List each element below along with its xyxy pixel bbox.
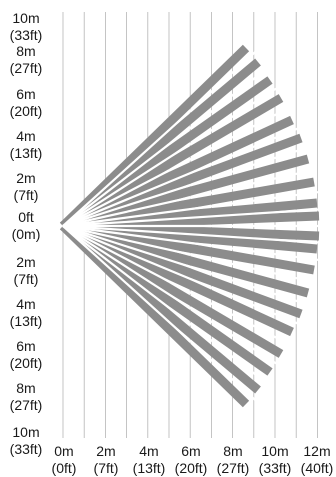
y-axis-label-secondary: (20ft): [9, 103, 43, 119]
beam-gap: [62, 224, 302, 326]
y-axis-label-secondary: (27ft): [9, 397, 43, 413]
beam-gap: [62, 224, 317, 284]
detection-beam: [59, 222, 250, 408]
y-axis-label: 0ft (0m): [6, 209, 46, 243]
x-axis-label-secondary: (20ft): [174, 460, 208, 476]
x-axis-label: 2m (7ft): [86, 443, 126, 477]
y-axis-label: 10m (33ft): [6, 10, 46, 44]
beam-gap: [62, 67, 269, 227]
x-axis-label-primary: 8m: [223, 443, 243, 459]
x-axis-label-primary: 10m: [261, 443, 289, 459]
y-axis-label: 10m (33ft): [6, 424, 46, 458]
y-axis-label-secondary: (27ft): [9, 60, 43, 76]
y-axis-label-primary: 8m: [16, 43, 36, 59]
y-axis-label-primary: 2m: [16, 254, 36, 270]
y-axis-label-primary: 8m: [16, 380, 36, 396]
y-axis-label-primary: 0ft: [18, 209, 34, 225]
y-axis-label-secondary: (7ft): [13, 187, 39, 203]
beam-gap: [62, 224, 310, 307]
x-axis-label-primary: 4m: [139, 443, 159, 459]
beam-gap: [62, 224, 324, 244]
beam-gap: [62, 50, 257, 227]
y-axis-label-secondary: (33ft): [9, 27, 43, 43]
x-axis-label: 0m (0ft): [44, 443, 84, 477]
y-axis-label-primary: 10m: [12, 424, 40, 440]
y-axis-label-primary: 6m: [16, 86, 36, 102]
beam-gap: [62, 190, 321, 228]
beam-gap: [62, 126, 302, 228]
y-axis-label: 8m (27ft): [6, 43, 46, 77]
x-axis-label-secondary: (7ft): [93, 460, 119, 476]
y-axis-label-primary: 4m: [16, 296, 36, 312]
y-axis-label-primary: 10m: [12, 10, 40, 26]
beam-gap: [62, 224, 321, 262]
y-axis-label: 4m (13ft): [6, 296, 46, 330]
x-axis-label: 4m (13ft): [129, 443, 169, 477]
y-axis-label: 8m (27ft): [6, 380, 46, 414]
y-axis-label-secondary: (0m): [11, 226, 41, 242]
y-axis-label: 2m (7ft): [6, 254, 46, 288]
beam-gap: [62, 145, 310, 228]
y-axis-label-primary: 6m: [16, 338, 36, 354]
beam-gap: [62, 85, 281, 227]
y-axis-label-secondary: (33ft): [9, 441, 43, 457]
y-axis-label-secondary: (13ft): [9, 145, 43, 161]
x-axis-label: 8m (27ft): [213, 443, 253, 477]
y-axis-label-primary: 2m: [16, 170, 36, 186]
x-axis-label-secondary: (40ft): [300, 460, 334, 476]
y-axis-label-secondary: (13ft): [9, 313, 43, 329]
y-axis-label-primary: 4m: [16, 128, 36, 144]
x-axis-label-secondary: (27ft): [216, 460, 250, 476]
x-axis-label: 6m (20ft): [171, 443, 211, 477]
beam-gap: [62, 105, 292, 227]
beam-gap: [62, 225, 257, 402]
beam-gap: [62, 208, 324, 228]
y-axis-label-secondary: (20ft): [9, 355, 43, 371]
detection-beams: [59, 44, 325, 408]
y-axis-label-secondary: (7ft): [13, 271, 39, 287]
x-axis-label: 10m (33ft): [255, 443, 295, 477]
beam-gap: [62, 225, 281, 367]
beam-gap: [62, 168, 317, 228]
beam-gap: [62, 225, 292, 347]
x-axis-label-primary: 0m: [54, 443, 74, 459]
x-axis-label-primary: 6m: [181, 443, 201, 459]
x-axis-label-primary: 12m: [303, 443, 331, 459]
y-axis-label: 6m (20ft): [6, 338, 46, 372]
x-axis-label-primary: 2m: [96, 443, 116, 459]
beam-gap: [62, 225, 269, 385]
y-axis-label: 2m (7ft): [6, 170, 46, 204]
y-axis-label: 4m (13ft): [6, 128, 46, 162]
x-axis-label-secondary: (33ft): [258, 460, 292, 476]
x-axis-label-secondary: (0ft): [51, 460, 77, 476]
x-axis-label-secondary: (13ft): [132, 460, 166, 476]
x-axis-label: 12m (40ft): [297, 443, 336, 477]
y-axis-label: 6m (20ft): [6, 86, 46, 120]
